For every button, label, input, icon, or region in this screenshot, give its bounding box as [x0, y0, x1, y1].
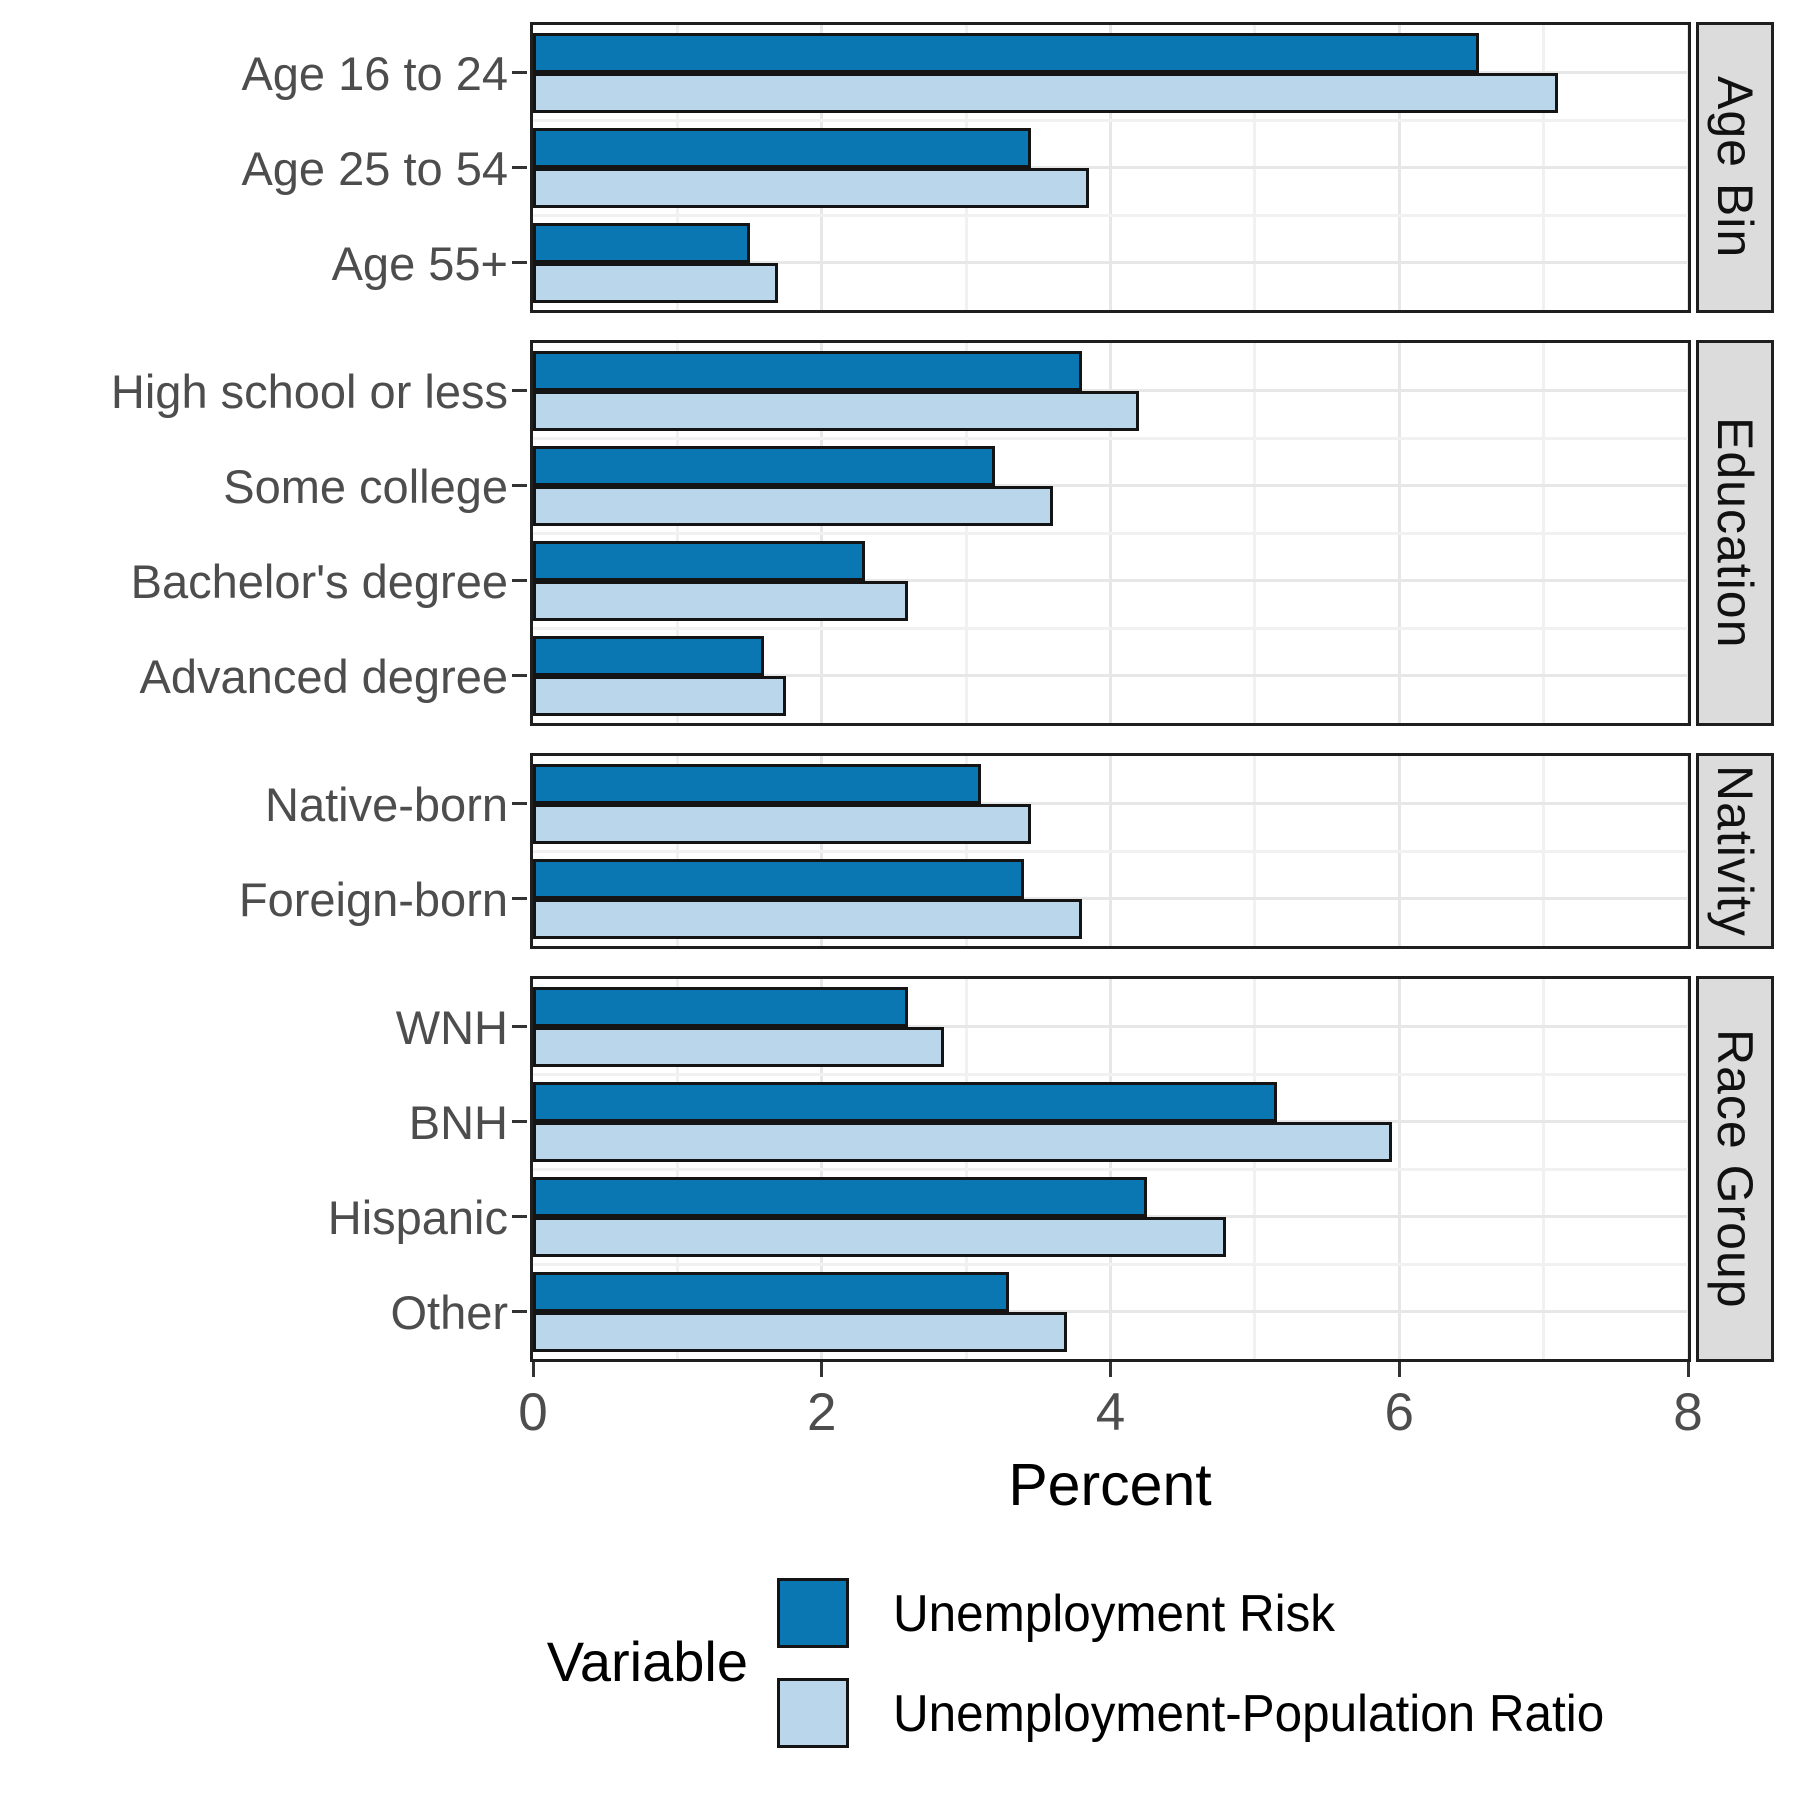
gridline-major	[533, 897, 1688, 900]
y-tick-mark	[512, 802, 527, 805]
bar-unemployment-risk-advanced-degree	[533, 635, 764, 676]
bar-unemployment-risk-other	[533, 1271, 1009, 1312]
category-label-high-school-or-less: High school or less	[110, 364, 508, 418]
category-label-bachelor-s-degree: Bachelor's degree	[130, 554, 508, 608]
y-tick-mark	[512, 1215, 527, 1218]
legend-label-unemployment-risk: Unemployment Risk	[893, 1585, 1336, 1643]
gridline-major	[533, 261, 1688, 264]
category-label-advanced-degree: Advanced degree	[139, 649, 508, 703]
gridline-major	[533, 674, 1688, 677]
facet-strip-label: Nativity	[1707, 765, 1763, 937]
gridline-minor	[533, 1262, 1688, 1266]
legend-swatch-unemployment-risk	[777, 1578, 849, 1648]
x-axis-title: Percent	[1008, 1452, 1212, 1518]
category-label-wnh: WNH	[395, 1000, 508, 1054]
bar-unemployment-risk-wnh	[533, 986, 908, 1027]
y-tick-mark	[512, 579, 527, 582]
gridline-major	[533, 166, 1688, 169]
bar-unemployment-population-ratio-wnh	[533, 1026, 944, 1067]
facet-panel-race-group	[530, 976, 1691, 1362]
facet-strip-label: Age Bin	[1707, 76, 1763, 259]
bar-unemployment-risk-native-born	[533, 763, 981, 804]
legend-swatch-unemployment-population-ratio	[777, 1678, 849, 1748]
gridline-major	[533, 484, 1688, 487]
category-label-some-college: Some college	[223, 459, 508, 513]
y-tick-mark	[512, 674, 527, 677]
category-label-foreign-born: Foreign-born	[238, 872, 508, 926]
x-tick-mark	[1397, 1362, 1401, 1377]
gridline-minor	[533, 626, 1688, 630]
y-tick-mark	[512, 1310, 527, 1313]
facet-strip-label: Education	[1707, 417, 1763, 649]
bar-unemployment-risk-high-school-or-less	[533, 350, 1082, 391]
bar-unemployment-population-ratio-some-college	[533, 485, 1053, 526]
y-tick-mark	[512, 261, 527, 264]
category-label-age-25-to-54: Age 25 to 54	[241, 141, 508, 195]
x-tick-label-6: 6	[1384, 1383, 1414, 1442]
y-tick-mark	[512, 484, 527, 487]
bar-unemployment-population-ratio-age-55	[533, 262, 778, 303]
x-tick-mark	[1109, 1362, 1112, 1377]
x-tick-mark	[531, 1362, 535, 1377]
facet-strip-nativity: Nativity	[1696, 753, 1774, 949]
facet-strip-age-bin: Age Bin	[1696, 22, 1774, 313]
bar-unemployment-risk-age-16-to-24	[533, 32, 1479, 73]
x-tick-mark	[820, 1362, 824, 1377]
facet-strip-label: Race Group	[1707, 1029, 1763, 1309]
bar-unemployment-population-ratio-age-25-to-54	[533, 167, 1089, 208]
y-tick-mark	[512, 389, 527, 392]
bar-unemployment-population-ratio-bachelor-s-degree	[533, 580, 908, 621]
legend-label-unemployment-population-ratio: Unemployment-Population Ratio	[893, 1685, 1605, 1743]
gridline-major	[533, 802, 1688, 805]
y-tick-mark	[512, 1120, 527, 1123]
facet-panel-education	[530, 340, 1691, 726]
bar-unemployment-risk-some-college	[533, 445, 995, 486]
gridline-minor	[533, 531, 1688, 535]
bar-unemployment-population-ratio-age-16-to-24	[533, 72, 1558, 113]
y-tick-mark	[512, 71, 527, 74]
category-label-other: Other	[390, 1285, 508, 1339]
gridline-minor	[533, 436, 1688, 440]
gridline-major	[533, 1025, 1688, 1028]
bar-unemployment-population-ratio-foreign-born	[533, 898, 1082, 939]
bar-unemployment-risk-bachelor-s-degree	[533, 540, 865, 581]
x-tick-label-0: 0	[518, 1383, 548, 1442]
category-label-native-born: Native-born	[265, 777, 508, 831]
gridline-minor	[533, 213, 1688, 217]
bar-unemployment-risk-age-25-to-54	[533, 127, 1031, 168]
gridline-major	[533, 579, 1688, 582]
gridline-minor	[533, 1167, 1688, 1171]
x-tick-label-2: 2	[807, 1383, 837, 1442]
y-tick-mark	[512, 166, 527, 169]
category-label-age-55: Age 55+	[331, 236, 508, 290]
bar-unemployment-population-ratio-hispanic	[533, 1216, 1226, 1257]
x-tick-label-8: 8	[1673, 1383, 1703, 1442]
y-tick-mark	[512, 1025, 527, 1028]
bar-unemployment-population-ratio-bnh	[533, 1121, 1392, 1162]
bar-unemployment-population-ratio-advanced-degree	[533, 675, 786, 716]
gridline-major	[533, 1310, 1688, 1313]
gridline-minor	[533, 849, 1688, 853]
gridline-minor	[533, 1072, 1688, 1076]
facet-panel-nativity	[530, 753, 1691, 949]
x-tick-label-4: 4	[1095, 1383, 1126, 1442]
bar-unemployment-population-ratio-other	[533, 1311, 1067, 1352]
facet-panel-age-bin	[530, 22, 1691, 313]
category-label-hispanic: Hispanic	[327, 1190, 508, 1244]
bar-unemployment-risk-age-55	[533, 222, 750, 263]
bar-unemployment-risk-bnh	[533, 1081, 1277, 1122]
x-tick-mark	[1686, 1362, 1690, 1377]
category-label-age-16-to-24: Age 16 to 24	[241, 46, 508, 100]
bar-unemployment-risk-hispanic	[533, 1176, 1147, 1217]
gridline-minor	[533, 118, 1688, 122]
y-tick-mark	[512, 897, 527, 900]
category-label-bnh: BNH	[408, 1095, 508, 1149]
bar-unemployment-population-ratio-native-born	[533, 803, 1031, 844]
bar-unemployment-population-ratio-high-school-or-less	[533, 390, 1139, 431]
legend-title: Variable	[546, 1630, 748, 1693]
facet-strip-education: Education	[1696, 340, 1774, 726]
facet-strip-race-group: Race Group	[1696, 976, 1774, 1362]
bar-unemployment-risk-foreign-born	[533, 858, 1024, 899]
